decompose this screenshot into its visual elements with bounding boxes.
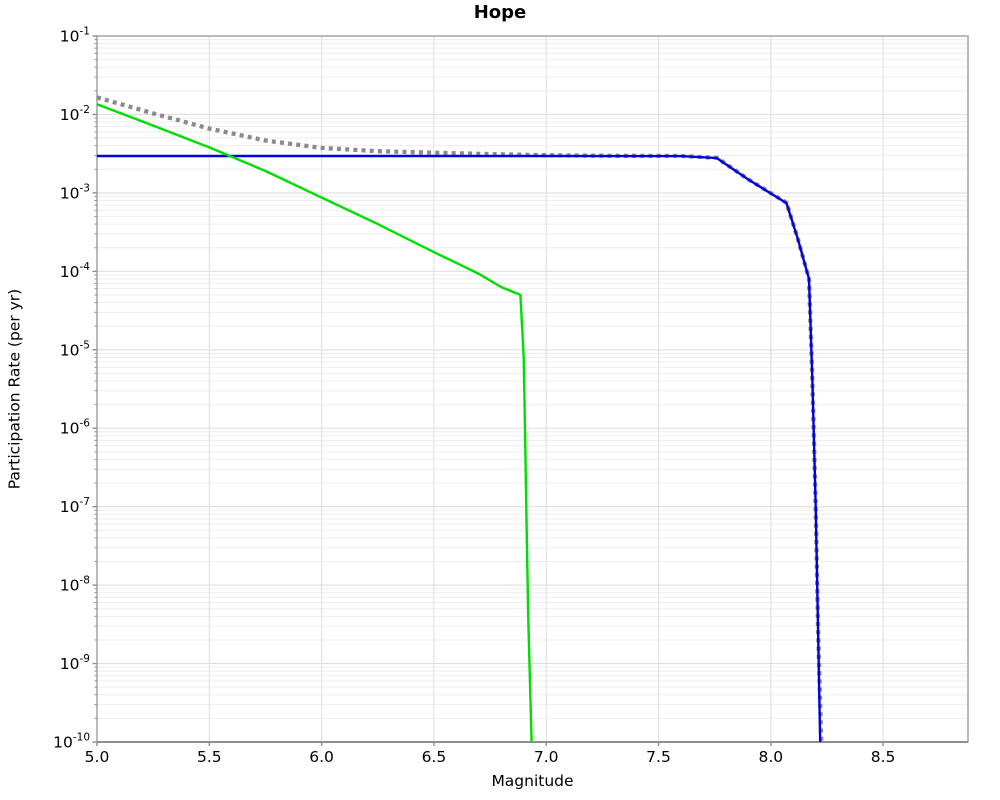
y-axis-label: Participation Rate (per yr) [5,288,24,490]
series-blue-branch-rate-path [97,154,822,743]
y-tick-label: 10-7 [60,496,90,516]
y-tick-label: 10-8 [60,575,90,595]
x-tick-label: 6.5 [422,748,447,766]
x-tick-label: 7.0 [534,748,559,766]
y-tick-label: 10-9 [60,653,90,673]
y-tick-label: 10-2 [60,104,90,124]
y-tick-label: 10-5 [60,339,90,359]
x-tick-label: 5.5 [197,748,222,766]
y-tick-label: 10-4 [60,261,91,281]
x-tick-label: 8.0 [758,748,783,766]
chart-title: Hope [473,2,527,23]
y-tick-label: 10-10 [53,732,90,752]
x-tick-label: 8.5 [871,748,896,766]
x-tick-label: 6.0 [309,748,334,766]
x-tick-label: 5.0 [85,748,110,766]
y-tick-label: 10-6 [60,418,91,438]
x-axis-label: Magnitude [491,772,574,790]
x-tick-label: 7.5 [646,748,671,766]
series-green-branch-rate-path [96,103,533,743]
series-total-rate-dotted-path [96,95,824,743]
plot-border [96,35,969,743]
y-tick-label: 10-3 [60,182,90,202]
y-tick-label: 10-1 [60,26,90,46]
